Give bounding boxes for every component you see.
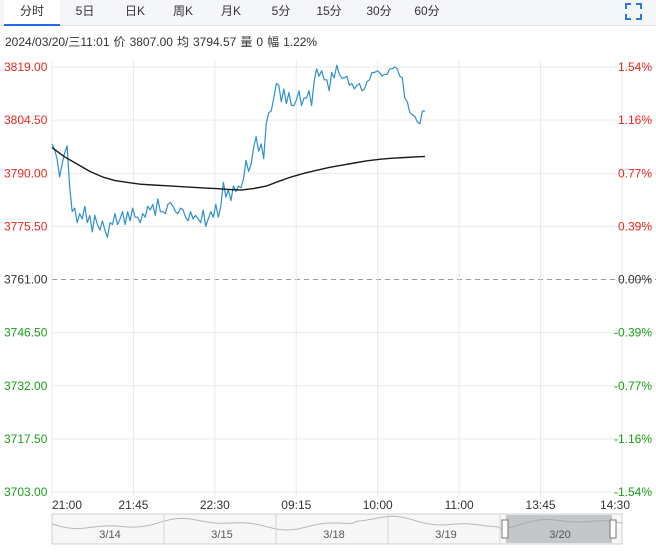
time-navigator[interactable]: 3/14 3/15 3/18 3/19 3/20 — [51, 513, 623, 545]
tab-60min[interactable]: 60分 — [414, 4, 440, 18]
x-tick-label: 09:15 — [281, 498, 311, 512]
y-tick-label-left: 3775.50 — [4, 219, 48, 233]
navigator-date-label: 3/15 — [211, 529, 232, 541]
tab-monthly-k[interactable]: 月K — [220, 4, 241, 18]
y-tick-label-right: 0.77% — [618, 166, 652, 180]
x-tick-label: 21:45 — [118, 498, 148, 512]
x-tick-label: 22:30 — [200, 498, 230, 512]
y-tick-label-right: 1.16% — [618, 113, 652, 127]
fullscreen-expand-icon[interactable] — [625, 3, 642, 20]
y-tick-label-left: 3761.00 — [4, 273, 48, 287]
y-tick-label-right: -0.39% — [614, 326, 652, 340]
chart-lines — [51, 64, 426, 238]
navigator-selection — [506, 515, 612, 543]
navigator-date-label: 3/20 — [549, 529, 570, 541]
quote-info-line: 2024/03/20/三11:01 价 3807.00 均 3794.57 量 0 幅 1.22… — [5, 33, 321, 50]
volume-value: 0 — [256, 35, 264, 49]
volume-label: 量 — [240, 35, 253, 49]
y-tick-label-left: 3746.50 — [4, 326, 48, 340]
y-tick-label-left: 3732.00 — [4, 379, 48, 393]
y-tick-label-right: 0.00% — [618, 273, 652, 287]
y-tick-label-left: 3819.00 — [4, 60, 48, 74]
x-tick-label: 14:30 — [600, 498, 630, 512]
avg-label: 均 — [176, 35, 189, 49]
quote-datetime: 2024/03/20/三11:01 — [5, 35, 110, 49]
period-tab-bar: 分时 5日 日K 周K 月K 5分 15分 30分 60分 — [0, 0, 656, 26]
x-tick-label: 21:00 — [52, 498, 82, 512]
average-price-line — [51, 147, 426, 191]
x-tick-label: 10:00 — [363, 498, 393, 512]
y-tick-label-left: 3804.50 — [4, 113, 48, 127]
tab-5min[interactable]: 5分 — [271, 4, 291, 18]
tab-daily-k[interactable]: 日K — [124, 4, 145, 18]
y-tick-label-right: -1.16% — [614, 432, 652, 446]
price-label: 价 — [113, 35, 126, 49]
amplitude-label: 幅 — [267, 35, 280, 49]
chart-grid — [51, 61, 656, 496]
navigator-handle-left — [501, 519, 509, 539]
x-tick-label: 13:45 — [526, 498, 556, 512]
navigator-date-label: 3/14 — [99, 529, 120, 541]
tab-30min[interactable]: 30分 — [366, 4, 392, 18]
tab-weekly-k[interactable]: 周K — [172, 4, 193, 18]
tab-15min[interactable]: 15分 — [316, 4, 342, 18]
y-tick-label-right: -1.54% — [614, 485, 652, 499]
price-value: 3807.00 — [129, 35, 173, 49]
tab-5day[interactable]: 5日 — [75, 4, 95, 18]
y-tick-label-right: 1.54% — [618, 60, 652, 74]
amplitude-value: 1.22% — [283, 35, 318, 49]
y-tick-label-left: 3703.00 — [4, 485, 48, 499]
y-tick-label-left: 3717.50 — [4, 432, 48, 446]
x-tick-label: 11:00 — [445, 498, 474, 512]
navigator-handle-right — [609, 519, 617, 539]
tab-intraday[interactable]: 分时 — [4, 0, 60, 26]
y-tick-label-right: 0.39% — [618, 219, 652, 233]
navigator-date-label: 3/18 — [323, 529, 344, 541]
y-tick-label-left: 3790.00 — [4, 166, 48, 180]
avg-value: 3794.57 — [192, 35, 237, 49]
chart-axes: 3819.00 1.54% 3804.50 1.16% 3790.00 0.77% 3775… — [4, 60, 652, 512]
y-tick-label-right: -0.77% — [614, 379, 652, 393]
price-line — [51, 64, 425, 238]
navigator-date-label: 3/19 — [435, 529, 456, 541]
